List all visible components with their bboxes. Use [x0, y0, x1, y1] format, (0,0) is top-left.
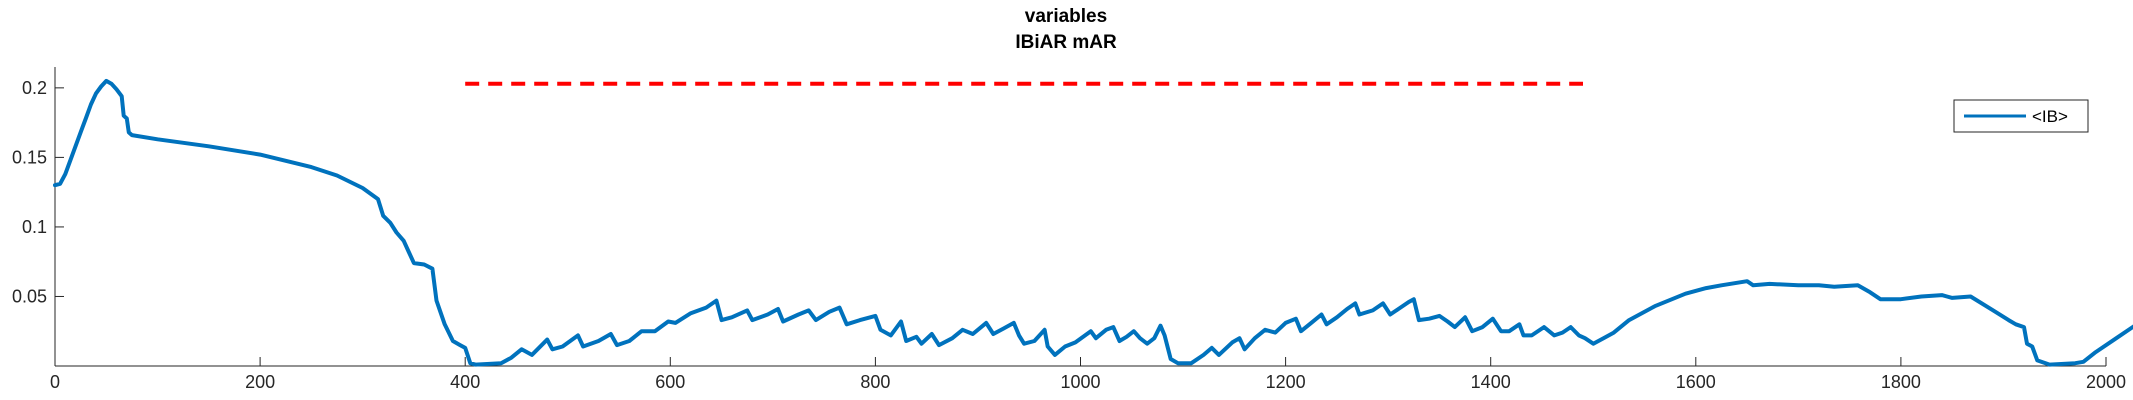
x-tick-label: 1400 [1471, 372, 1511, 392]
plot-area [53, 78, 2133, 367]
legend: <IB> [1953, 99, 2089, 133]
series-line-ib [53, 78, 2133, 367]
y-tick-label: 0.15 [12, 147, 47, 167]
x-tick-label: 1200 [1266, 372, 1306, 392]
x-tick-label: 200 [245, 372, 275, 392]
x-tick-label: 1000 [1060, 372, 1100, 392]
axes: 0 200 400 600 800 1000 1200 1400 1600 1800 2000 0.0… [12, 67, 2126, 392]
x-tick-label: 400 [450, 372, 480, 392]
y-tick-label: 0.05 [12, 286, 47, 306]
legend-label: <IB> [2032, 107, 2068, 126]
chart-subtitle: IBiAR mAR [1015, 32, 1117, 53]
chart-title: variables [1025, 6, 1107, 27]
y-tick-label: 0.2 [22, 78, 47, 98]
x-tick-label: 800 [860, 372, 890, 392]
x-tick-label: 1800 [1881, 372, 1921, 392]
x-tick-label: 1600 [1676, 372, 1716, 392]
x-tick-label: 600 [655, 372, 685, 392]
x-tick-label: 2000 [2086, 372, 2126, 392]
x-tick-label: 0 [50, 372, 60, 392]
y-tick-label: 0.1 [22, 217, 47, 237]
